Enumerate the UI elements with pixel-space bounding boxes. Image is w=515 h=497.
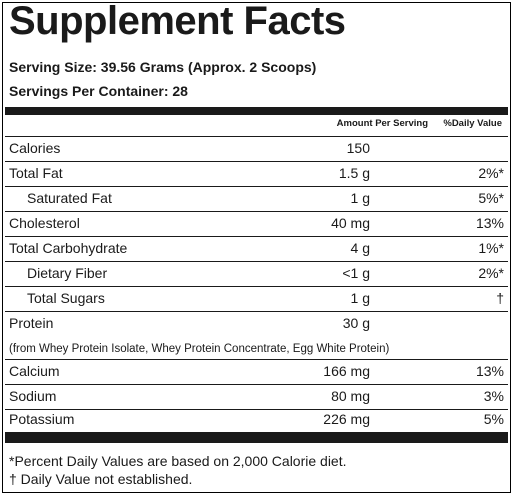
nutrient-daily-value: 5%: [483, 411, 504, 427]
amount-per-serving-header: Amount Per Serving: [336, 118, 428, 129]
nutrient-daily-value: 13%: [475, 215, 504, 231]
nutrient-row-total-carbohydrate: Total Carbohydrate 4 g 1%*: [5, 237, 508, 261]
nutrient-name: Total Carbohydrate: [9, 240, 128, 256]
nutrient-name: Dietary Fiber: [27, 265, 108, 281]
nutrient-amount: 40 mg: [331, 215, 370, 231]
row-divider: [5, 136, 508, 137]
nutrient-amount: 30 g: [342, 315, 370, 331]
nutrient-amount: 166 mg: [323, 363, 370, 379]
nutrient-name: Calories: [9, 140, 61, 156]
nutrient-row-saturated-fat: Saturated Fat 1 g 5%*: [5, 187, 508, 211]
servings-per-container: Servings Per Container: 28: [9, 83, 188, 99]
nutrient-amount: 150: [346, 140, 370, 156]
nutrient-name: Potassium: [9, 411, 75, 427]
nutrient-amount: 226 mg: [323, 411, 370, 427]
nutrient-row-calcium: Calcium 166 mg 13%: [5, 360, 508, 384]
nutrient-daily-value: 13%: [475, 363, 504, 379]
row-divider: [5, 359, 508, 360]
nutrient-daily-value: 1%*: [478, 240, 504, 256]
nutrient-name: Total Sugars: [27, 290, 105, 306]
nutrient-daily-value: 2%*: [478, 165, 504, 181]
nutrient-name: Sodium: [9, 388, 57, 404]
nutrient-daily-value: 5%*: [478, 190, 504, 206]
row-divider: [5, 261, 508, 262]
protein-source-note: (from Whey Protein Isolate, Whey Protein…: [9, 343, 390, 355]
nutrient-amount: 4 g: [350, 240, 370, 256]
row-divider: [5, 384, 508, 385]
nutrient-amount: 1.5 g: [338, 165, 370, 181]
nutrient-daily-value: 3%: [483, 388, 504, 404]
nutrient-row-sodium: Sodium 80 mg 3%: [5, 385, 508, 409]
nutrient-name: Saturated Fat: [27, 190, 112, 206]
row-divider: [5, 286, 508, 287]
row-divider: [5, 186, 508, 187]
serving-size: Serving Size: 39.56 Grams (Approx. 2 Sco…: [9, 59, 317, 75]
row-divider: [5, 409, 508, 410]
daily-value-header: %Daily Value: [443, 118, 502, 129]
nutrient-row-potassium: Potassium 226 mg 5%: [5, 408, 508, 432]
row-divider: [5, 161, 508, 162]
nutrient-name: Total Fat: [9, 165, 63, 181]
row-divider: [5, 236, 508, 237]
nutrient-row-calories: Calories 150: [5, 137, 508, 161]
nutrient-row-cholesterol: Cholesterol 40 mg 13%: [5, 212, 508, 236]
nutrient-amount: 1 g: [350, 190, 370, 206]
panel-title: Supplement Facts: [9, 0, 346, 43]
row-divider: [5, 311, 508, 312]
nutrient-amount: 80 mg: [331, 388, 370, 404]
top-thick-bar: [5, 107, 508, 115]
nutrient-amount: <1 g: [342, 265, 370, 281]
nutrient-name: Calcium: [9, 363, 60, 379]
footnote-not-established: † Daily Value not established.: [9, 471, 193, 487]
nutrient-daily-value: †: [496, 290, 504, 306]
nutrient-row-dietary-fiber: Dietary Fiber <1 g 2%*: [5, 262, 508, 286]
nutrient-amount: 1 g: [350, 290, 370, 306]
nutrient-name: Protein: [9, 315, 54, 331]
nutrient-name: Cholesterol: [9, 215, 80, 231]
footnote-daily-values: *Percent Daily Values are based on 2,000…: [9, 453, 347, 469]
nutrient-daily-value: 2%*: [478, 265, 504, 281]
row-divider: [5, 211, 508, 212]
bottom-thick-bar: [5, 432, 508, 443]
nutrient-row-protein: Protein 30 g: [5, 312, 508, 336]
nutrient-row-total-fat: Total Fat 1.5 g 2%*: [5, 162, 508, 186]
nutrient-row-total-sugars: Total Sugars 1 g †: [5, 287, 508, 311]
